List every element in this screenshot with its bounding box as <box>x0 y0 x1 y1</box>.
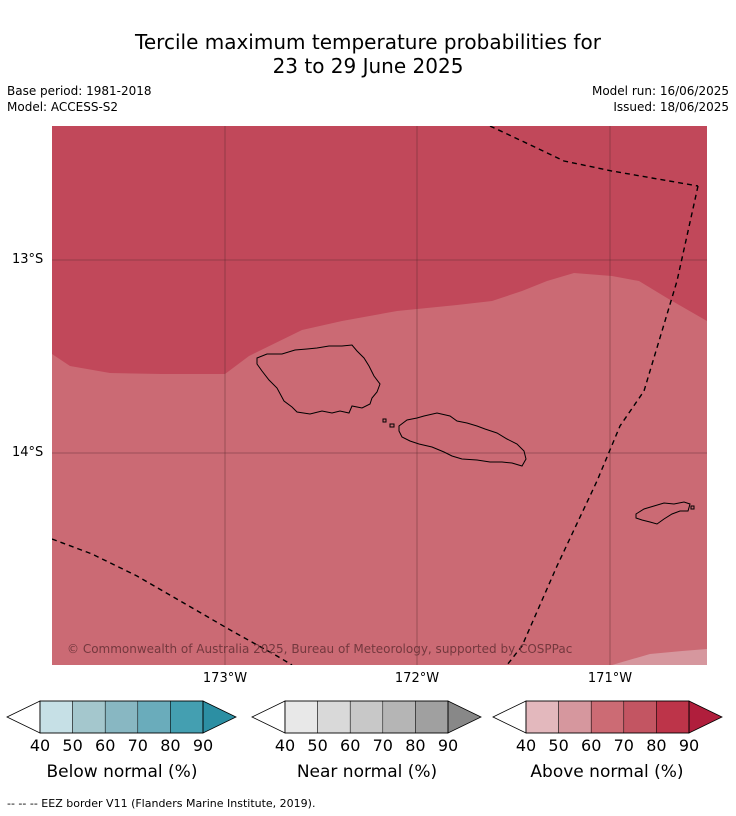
legend-title-below: Below normal (%) <box>46 762 198 782</box>
map-panel: © Commonwealth of Australia 2025, Bureau… <box>52 126 707 665</box>
map-region-above-70 <box>52 273 707 665</box>
colorbar-below-tick-label: 40 <box>30 736 50 755</box>
issued-date: Issued: 18/06/2025 <box>613 100 729 114</box>
copyright-text: © Commonwealth of Australia 2025, Bureau… <box>67 642 572 656</box>
colorbar-below-cells <box>39 700 204 734</box>
colorbar-above-tick-label: 60 <box>581 736 601 755</box>
legend-title-near: Near normal (%) <box>296 762 438 782</box>
colorbar-near-high-arrow <box>447 700 482 734</box>
colorbar-above-tick-label: 80 <box>646 736 666 755</box>
colorbar-above-tick-label: 90 <box>679 736 699 755</box>
colorbar-below-tick-label: 60 <box>95 736 115 755</box>
aunuu-island <box>690 505 695 510</box>
apolima-island <box>389 423 395 428</box>
manono-island <box>382 418 387 423</box>
colorbar-below-cell <box>72 700 106 734</box>
colorbar-near-ticks: 40 50 60 70 80 90 <box>275 736 458 755</box>
footer-note: -- -- -- EEZ border V11 (Flanders Marine… <box>7 797 316 810</box>
colorbar-above-tick-label: 40 <box>516 736 536 755</box>
legend-title-above: Above normal (%) <box>530 762 684 782</box>
upolu-island <box>398 412 527 467</box>
colorbar-near-cell <box>382 700 416 734</box>
colorbar-above: 40 50 60 70 80 90 <box>492 700 723 755</box>
colorbar-above-low-arrow <box>492 700 527 734</box>
colorbar-near-cell <box>284 700 318 734</box>
base-period: Base period: 1981-2018 <box>7 84 152 98</box>
colorbar-near-cell <box>415 700 449 734</box>
colorbar-above-tick-label: 70 <box>614 736 634 755</box>
title-line1: Tercile maximum temperature probabilitie… <box>135 30 601 54</box>
colorbar-below-cell <box>137 700 171 734</box>
colorbar-below-cell <box>104 700 139 734</box>
map-region-above-60 <box>612 649 707 665</box>
colorbar-near-tick-label: 80 <box>405 736 425 755</box>
lon-label-172w: 172°W <box>394 671 440 686</box>
colorbar-below: 40 50 60 70 80 90 <box>6 700 237 755</box>
tutuila-island <box>635 501 691 525</box>
islands <box>256 344 695 525</box>
colorbar-above-cell <box>525 700 559 734</box>
colorbar-above-high-arrow <box>688 700 723 734</box>
lat-label-14s: 14°S <box>12 445 44 460</box>
colorbar-above-cell <box>623 700 657 734</box>
chart-title: Tercile maximum temperature probabilitie… <box>0 30 736 78</box>
colorbar-below-cell <box>170 700 204 734</box>
colorbar-below-tick-label: 90 <box>193 736 213 755</box>
savaii-island <box>256 344 381 415</box>
colorbar-above-cells <box>525 700 690 734</box>
lat-label-13s: 13°S <box>12 252 44 267</box>
model-run: Model run: 16/06/2025 <box>591 84 729 98</box>
colorbar-above-cell <box>590 700 625 734</box>
eez-borders <box>52 126 699 665</box>
colorbar-below-tick-label: 50 <box>62 736 82 755</box>
colorbar-below-high-arrow <box>202 700 237 734</box>
meta-left: Base period: 1981-2018 Model: ACCESS-S2 <box>7 83 152 115</box>
colorbar-below-cell <box>39 700 73 734</box>
model-name: Model: ACCESS-S2 <box>7 100 119 114</box>
lon-label-173w: 173°W <box>202 671 248 686</box>
colorbar-near-tick-label: 50 <box>307 736 327 755</box>
colorbar-above-tick-label: 50 <box>548 736 568 755</box>
colorbar-below-low-arrow <box>6 700 41 734</box>
colorbar-below-ticks: 40 50 60 70 80 90 <box>30 736 213 755</box>
colorbar-below-tick-label: 70 <box>128 736 148 755</box>
colorbar-near: 40 50 60 70 80 90 <box>251 700 482 755</box>
colorbar-near-tick-label: 40 <box>275 736 295 755</box>
colorbar-above-cell <box>656 700 690 734</box>
colorbar-near-tick-label: 60 <box>340 736 360 755</box>
grid-lines <box>52 126 707 665</box>
colorbar-above-cell <box>558 700 592 734</box>
lon-label-171w: 171°W <box>587 671 633 686</box>
meta-right: Model run: 16/06/2025 Issued: 18/06/2025 <box>592 83 729 115</box>
title-line2: 23 to 29 June 2025 <box>272 54 464 78</box>
colorbar-near-cell <box>317 700 351 734</box>
colorbar-near-tick-label: 90 <box>438 736 458 755</box>
colorbar-near-cell <box>349 700 384 734</box>
colorbar-below-tick-label: 80 <box>160 736 180 755</box>
colorbar-above-ticks: 40 50 60 70 80 90 <box>516 736 699 755</box>
colorbar-near-low-arrow <box>251 700 286 734</box>
colorbar-near-tick-label: 70 <box>373 736 393 755</box>
colorbar-near-cells <box>284 700 449 734</box>
